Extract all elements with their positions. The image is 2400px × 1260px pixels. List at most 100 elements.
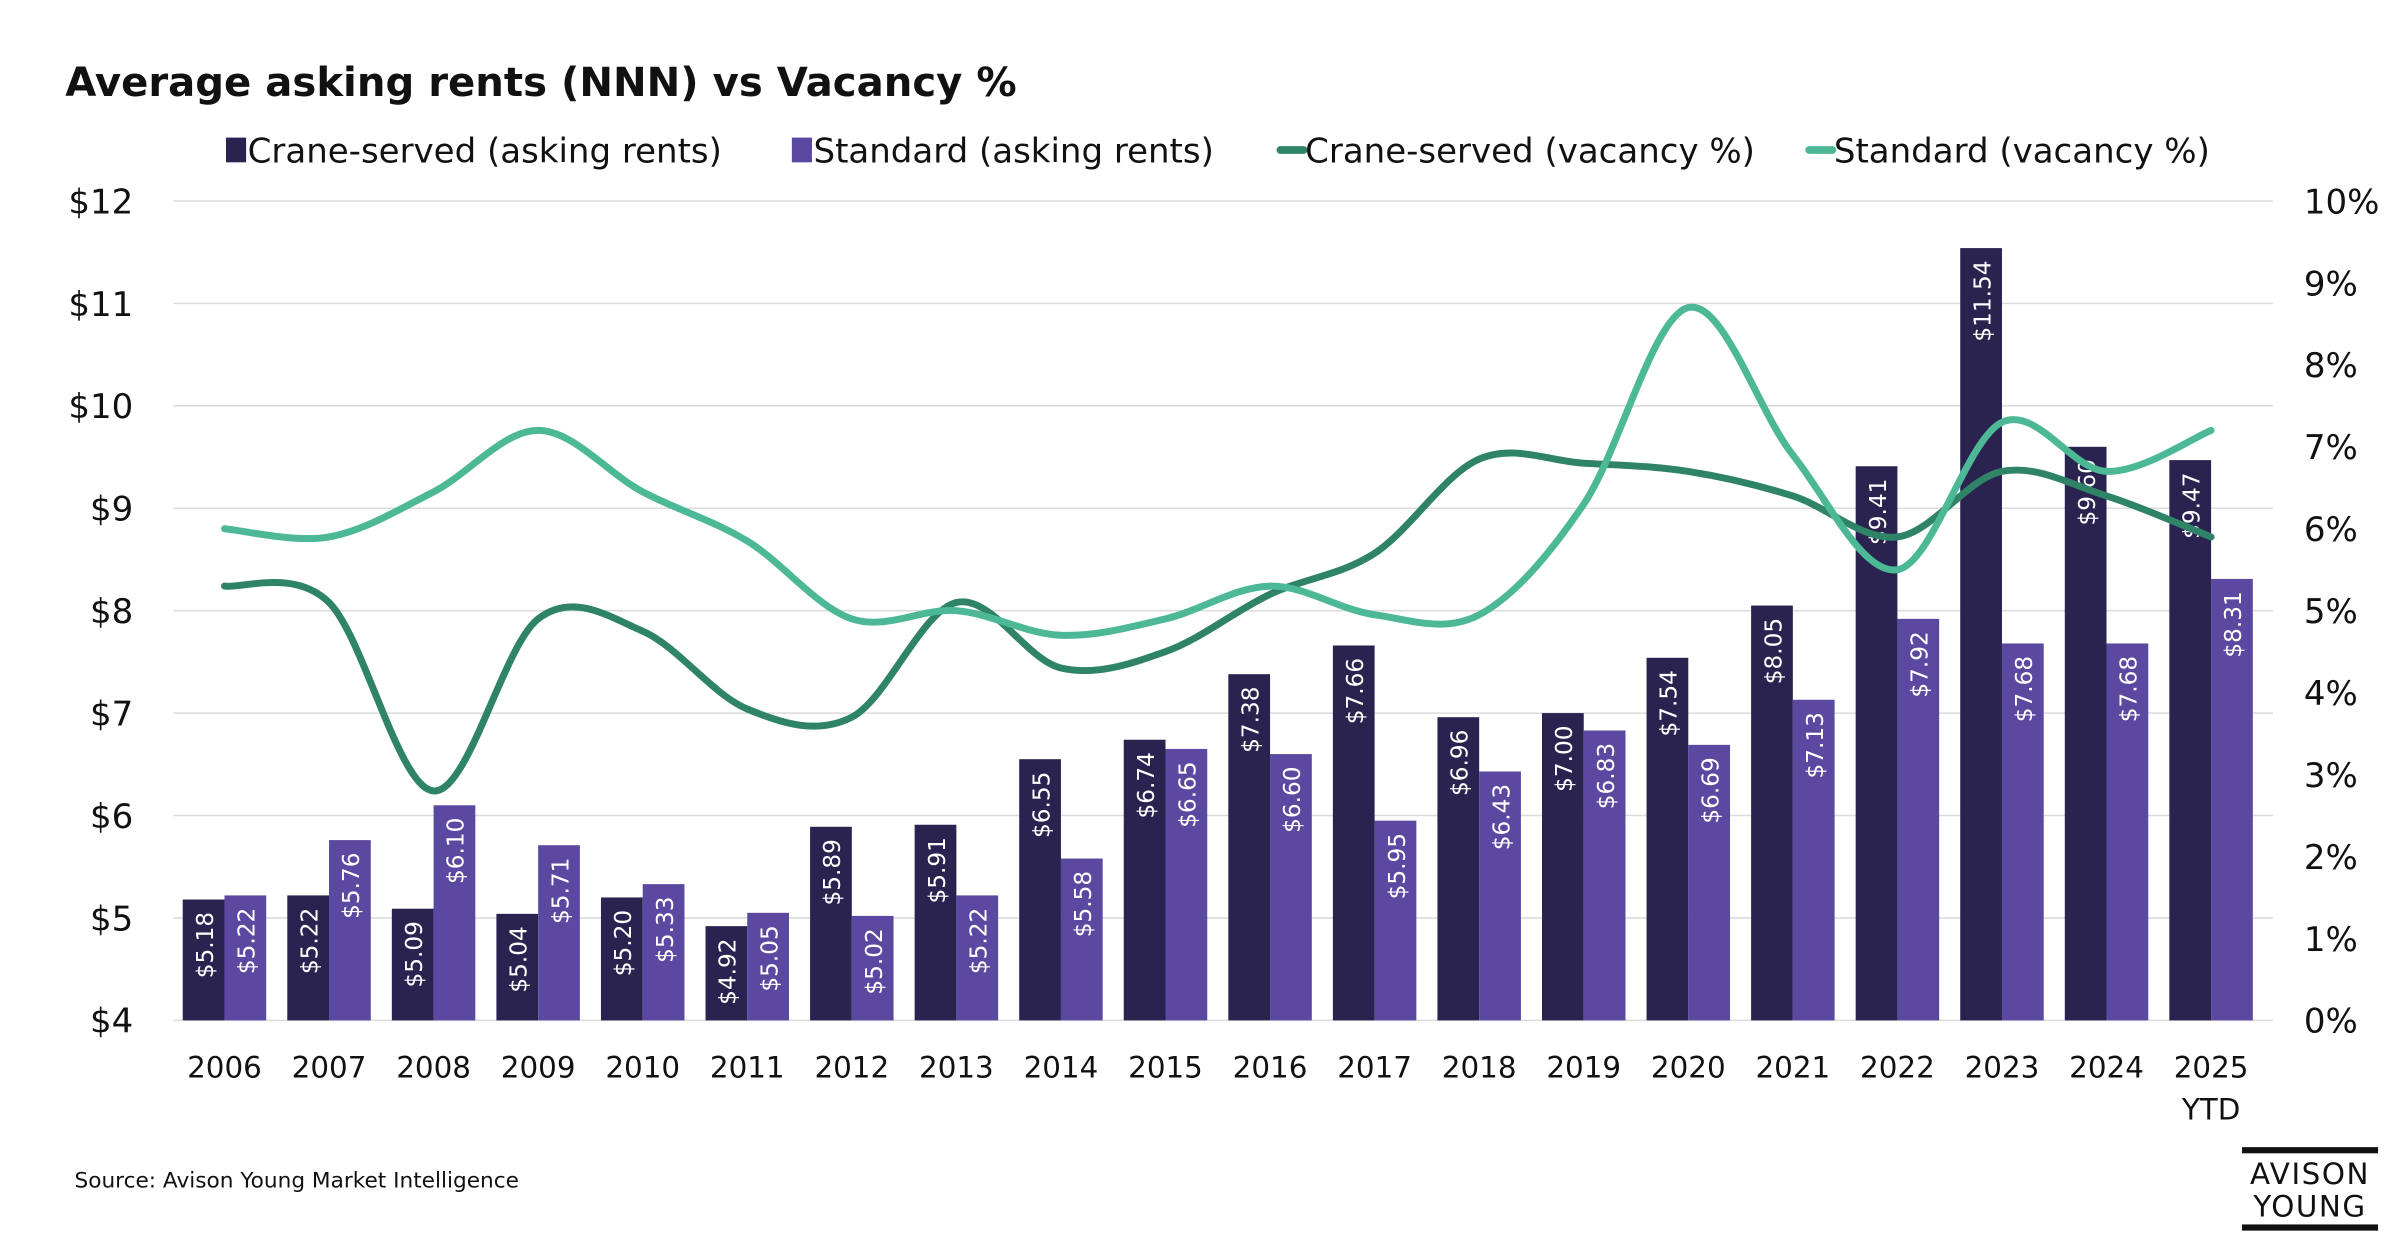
crane-rent-bar: [2169, 460, 2212, 1021]
crane-vacancy-line: [220, 449, 2215, 795]
standard-rent-bar: [2001, 643, 2044, 1021]
x-tick-label: 2021: [1755, 1051, 1830, 1085]
x-tick-label: 2025: [2174, 1051, 2249, 1085]
y-left-tick-label: $12: [68, 182, 133, 222]
standard-rent-bar: [1060, 858, 1103, 1021]
y-right-tick-label: 8%: [2304, 346, 2358, 386]
bar-data-label: $5.89: [819, 839, 846, 905]
y-left-tick-label: $4: [90, 1002, 133, 1042]
bar-data-label: $7.54: [1656, 670, 1683, 736]
bar-data-label: $5.04: [506, 926, 533, 992]
bar-data-label: $5.20: [610, 910, 637, 976]
bar-data-label: $6.10: [443, 818, 470, 884]
x-tick-label: 2013: [919, 1051, 994, 1085]
gridlines: [173, 200, 2273, 1022]
crane-rent-bar: [1960, 248, 2002, 1021]
bar-data-label: $5.22: [966, 908, 993, 974]
y-right-tick-label: 6%: [2304, 510, 2358, 550]
x-tick-label: 2015: [1128, 1051, 1203, 1085]
standard-rent-bar: [747, 912, 790, 1021]
crane-rent-bar: [391, 908, 434, 1021]
standard-rent-bar: [1688, 744, 1731, 1021]
crane-rent-bar: [1437, 717, 1480, 1021]
x-tick-label: 2018: [1442, 1051, 1517, 1085]
bar-data-label: $5.91: [924, 837, 951, 903]
bar-data-label: $5.58: [1070, 871, 1097, 937]
bar-data-label: $7.92: [1907, 631, 1934, 697]
y-right-tick-label: 9%: [2304, 264, 2358, 304]
y-right-tick-label: 7%: [2304, 428, 2358, 468]
y-left-tick-label: $9: [90, 490, 133, 530]
bar-data-label: $6.60: [1279, 766, 1306, 832]
x-tick-label: 2011: [710, 1051, 785, 1085]
bar-data-label: $7.68: [2116, 656, 2143, 722]
bar-data-label: $8.05: [1760, 618, 1787, 684]
x-tick-label: 2012: [814, 1051, 889, 1085]
crane-rent-bar: [810, 826, 852, 1021]
x-tick-label: 2020: [1651, 1051, 1726, 1085]
standard-rent-bar: [1792, 699, 1835, 1021]
x-tick-sublabel: YTD: [2181, 1092, 2240, 1126]
standard-rent-bar: [1270, 754, 1312, 1021]
bar-data-label: $6.55: [1028, 772, 1055, 838]
x-tick-label: 2023: [1965, 1051, 2040, 1085]
bar-data-label: $6.43: [1488, 784, 1515, 850]
crane-rent-bar: [496, 913, 539, 1021]
bar-data-label: $11.54: [1969, 260, 1996, 341]
standard-rent-bar: [538, 845, 580, 1021]
bar-data-label: $6.65: [1175, 761, 1202, 827]
crane-rent-bar: [1123, 739, 1166, 1021]
standard-rent-bar: [1583, 730, 1626, 1021]
legend-swatch: [226, 137, 247, 163]
legend: Crane-served (asking rents) Standard (ask…: [226, 131, 2210, 171]
crane-rent-bar: [2064, 446, 2107, 1021]
crane-rent-bar: [1332, 645, 1375, 1021]
crane-rent-bar: [1751, 605, 1793, 1021]
y-right-tick-label: 1%: [2304, 920, 2358, 960]
y-left-tick-label: $5: [90, 899, 133, 939]
bar-data-label: $6.96: [1447, 730, 1474, 796]
x-tick-label: 2019: [1546, 1051, 1621, 1085]
y-right-tick-label: 0%: [2304, 1002, 2358, 1042]
legend-label: Crane-served (asking rents): [248, 131, 722, 171]
x-tick-label: 2024: [2069, 1051, 2144, 1085]
standard-rent-bar: [224, 895, 267, 1021]
source-note: Source: Avison Young Market Intelligence: [75, 1168, 519, 1193]
standard-vacancy-line: [220, 303, 2215, 639]
chart-title: Average asking rents (NNN) vs Vacancy %: [65, 60, 1016, 106]
bars: $5.18 $5.22 $5.09 $5.04 $5.20 $4.92 $5.89 $5.91…: [182, 248, 2253, 1021]
bar-data-label: $7.68: [2011, 656, 2038, 722]
y-left-tick-label: $6: [90, 797, 133, 837]
y-right-tick-label: 2%: [2304, 838, 2358, 878]
x-tick-label: 2008: [396, 1051, 471, 1085]
bar-data-label: $8.31: [2220, 591, 2247, 657]
standard-rent-bar: [851, 915, 894, 1021]
bar-data-label: $6.74: [1133, 752, 1160, 818]
crane-rent-bar: [1019, 759, 1061, 1021]
y-left-tick-label: $11: [68, 285, 133, 325]
standard-rent-bar: [329, 840, 371, 1021]
legend-label: Standard (asking rents): [813, 131, 1213, 171]
x-tick-label: 2022: [1860, 1051, 1935, 1085]
x-tick-label: 2006: [187, 1051, 262, 1085]
crane-rent-bar: [705, 926, 748, 1021]
x-tick-label: 2010: [605, 1051, 680, 1085]
crane-rent-bar: [1855, 466, 1898, 1021]
x-tick-label: 2017: [1337, 1051, 1412, 1085]
legend-label: Crane-served (vacancy %): [1305, 131, 1755, 171]
crane-rent-bar: [600, 897, 643, 1021]
svg-text:AVISON: AVISON: [2250, 1157, 2370, 1191]
bar-data-label: $5.18: [192, 912, 219, 978]
legend-swatch: [791, 137, 812, 163]
bar-data-label: $5.95: [1384, 833, 1411, 899]
crane-rent-bar: [914, 824, 957, 1021]
standard-rent-bar: [433, 805, 476, 1021]
crane-rent-bar: [287, 895, 330, 1021]
bar-data-label: $6.83: [1593, 743, 1620, 809]
x-tick-label: 2009: [501, 1051, 576, 1085]
standard-rent-bar: [956, 895, 999, 1021]
legend-label: Standard (vacancy %): [1834, 131, 2210, 171]
bar-data-label: $7.38: [1237, 687, 1264, 753]
bar-data-label: $5.22: [234, 908, 261, 974]
svg-text:YOUNG: YOUNG: [2252, 1190, 2366, 1224]
